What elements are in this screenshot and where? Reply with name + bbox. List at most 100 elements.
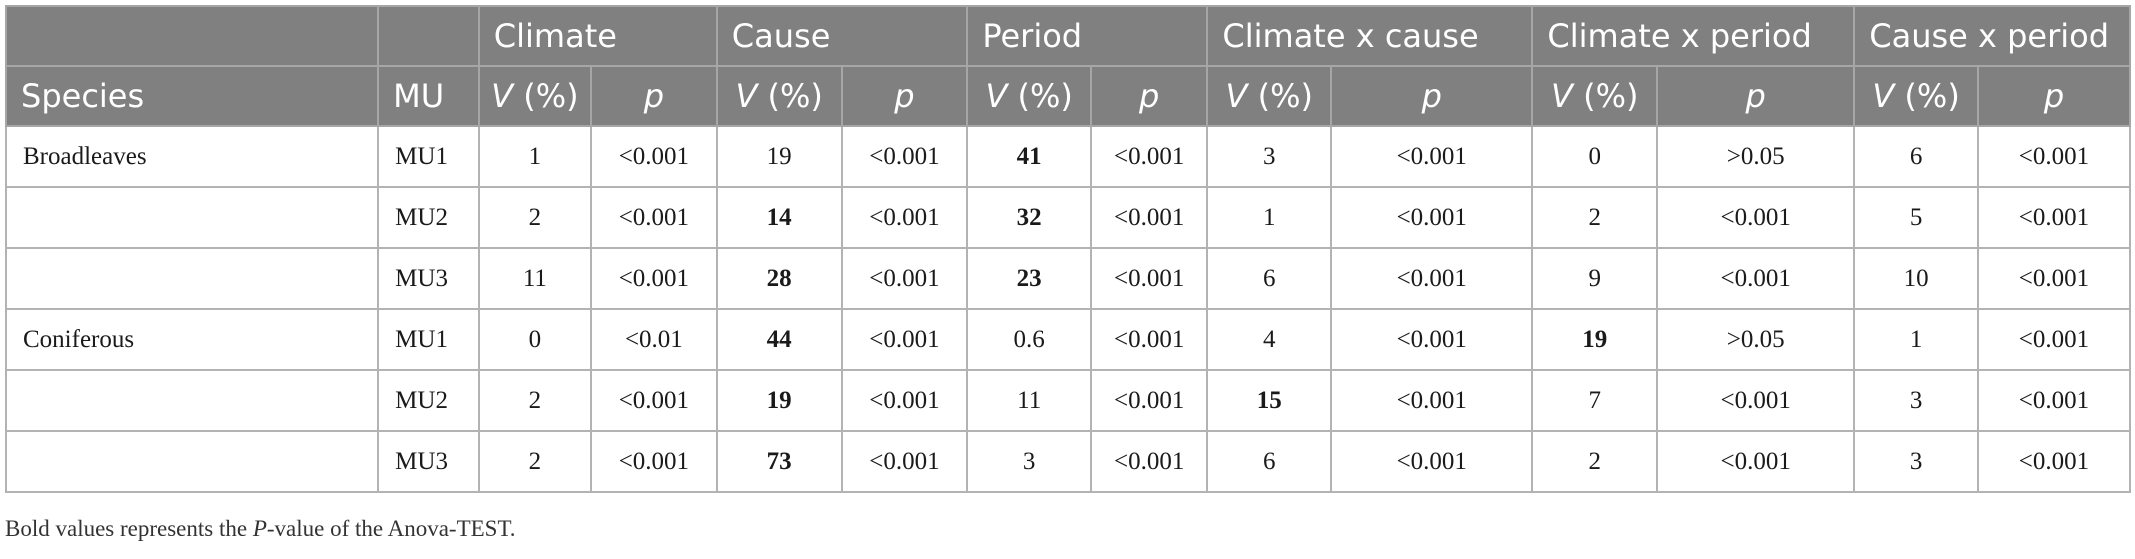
species-cell [4,430,380,493]
footnote-text-before: Bold values represents the [5,516,253,541]
v-value-cell: 2 [1531,186,1659,249]
p-value-cell: <0.001 [589,369,718,432]
table-row: MU2 2 <0.001 14 <0.001 32 <0.001 1 <0.001 2 <0.001… [4,186,2132,249]
v-value-cell: 10 [1853,247,1979,310]
p-value-cell: <0.001 [589,430,718,493]
column-header-mu: MU [377,65,480,127]
group-header: Climate x cause [1206,5,1534,67]
v-value-cell: 2 [1531,430,1659,493]
v-value-cell: 3 [1853,430,1979,493]
v-value-cell: 1 [477,125,592,188]
column-header-v-percent: V (%) [477,65,592,127]
v-value-cell: 0.6 [966,308,1093,371]
table-footnote: Bold values represents the P-value of th… [5,516,516,542]
p-value-cell: <0.001 [1656,430,1856,493]
p-value-cell: <0.001 [1656,369,1856,432]
table-row: MU3 11 <0.001 28 <0.001 23 <0.001 6 <0.001 9 <0.00… [4,247,2132,310]
p-value-cell: <0.001 [1976,125,2132,188]
column-header-row: Species MU V (%) p V (%) p V (%) p V (%) p V (%) p V… [4,65,2132,127]
v-value-cell: 19 [715,369,843,432]
table-row: MU3 2 <0.001 73 <0.001 3 <0.001 6 <0.001 2 <0.001 3… [4,430,2132,493]
p-value-cell: <0.001 [1090,308,1209,371]
p-value-cell: <0.001 [589,247,718,310]
table-row: MU2 2 <0.001 19 <0.001 11 <0.001 15 <0.001 7 <0.00… [4,369,2132,432]
anova-results-table: Climate Cause Period Climate x cause Climate… [4,5,2132,493]
p-value-cell: <0.001 [840,125,969,188]
v-value-cell: 1 [1853,308,1979,371]
v-value-cell: 28 [715,247,843,310]
v-symbol: V [1225,77,1248,115]
mu-cell: MU3 [377,247,480,310]
column-header-species: Species [4,65,380,127]
v-value-cell: 6 [1206,247,1333,310]
v-unit: (%) [1247,77,1313,115]
v-value-cell: 0 [477,308,592,371]
v-value-cell: 7 [1531,369,1659,432]
p-value-cell: <0.001 [840,186,969,249]
v-unit: (%) [1572,77,1639,115]
p-value-cell: <0.001 [589,186,718,249]
p-value-cell: <0.001 [1976,186,2132,249]
p-value-cell: >0.05 [1656,308,1856,371]
v-unit: (%) [1894,77,1960,115]
v-value-cell: 6 [1206,430,1333,493]
p-value-cell: <0.001 [1090,186,1209,249]
p-value-cell: <0.001 [1330,247,1534,310]
p-value-cell: >0.05 [1656,125,1856,188]
group-header: Cause x period [1853,5,2131,67]
p-value-cell: <0.001 [1090,247,1209,310]
v-value-cell: 11 [477,247,592,310]
v-unit: (%) [513,77,579,115]
p-value-cell: <0.001 [1656,186,1856,249]
column-header-p: p [840,65,969,127]
group-header-empty [4,5,380,67]
p-value-cell: <0.001 [840,247,969,310]
v-value-cell: 32 [966,186,1093,249]
species-cell [4,247,380,310]
v-value-cell: 44 [715,308,843,371]
mu-cell: MU1 [377,125,480,188]
table-row: Broadleaves MU1 1 <0.001 19 <0.001 41 <0.001 3 <0… [4,125,2132,188]
v-value-cell: 15 [1206,369,1333,432]
species-cell: Broadleaves [4,125,380,188]
v-value-cell: 2 [477,430,592,493]
mu-cell: MU2 [377,186,480,249]
v-value-cell: 0 [1531,125,1659,188]
column-header-p: p [1090,65,1209,127]
v-value-cell: 9 [1531,247,1659,310]
v-value-cell: 2 [477,186,592,249]
column-header-v-percent: V (%) [1531,65,1659,127]
column-header-p: p [1976,65,2132,127]
column-header-p: p [589,65,718,127]
v-value-cell: 2 [477,369,592,432]
mu-cell: MU1 [377,308,480,371]
v-symbol: V [491,77,514,115]
column-header-v-percent: V (%) [1853,65,1979,127]
v-symbol: V [735,77,758,115]
column-header-p: p [1656,65,1856,127]
v-symbol: V [985,77,1008,115]
v-symbol: V [1872,77,1895,115]
v-unit: (%) [1007,77,1073,115]
v-value-cell: 1 [1206,186,1333,249]
v-value-cell: 19 [715,125,843,188]
species-cell [4,369,380,432]
group-header-empty [377,5,480,67]
v-value-cell: 4 [1206,308,1333,371]
p-value-cell: <0.001 [1330,430,1534,493]
p-value-cell: <0.001 [1330,369,1534,432]
p-value-cell: <0.001 [1330,186,1534,249]
p-value-cell: <0.001 [840,430,969,493]
p-value-cell: <0.001 [1330,308,1534,371]
group-header: Climate [477,5,718,67]
footnote-text-after: -value of the Anova-TEST. [266,516,516,541]
footnote-text-italic: P [252,516,267,541]
p-value-cell: <0.001 [1090,430,1209,493]
p-value-cell: <0.001 [1090,125,1209,188]
group-header: Period [966,5,1209,67]
v-value-cell: 19 [1531,308,1659,371]
p-value-cell: <0.001 [840,308,969,371]
column-header-v-percent: V (%) [715,65,843,127]
v-value-cell: 3 [1206,125,1333,188]
column-header-v-percent: V (%) [1206,65,1333,127]
